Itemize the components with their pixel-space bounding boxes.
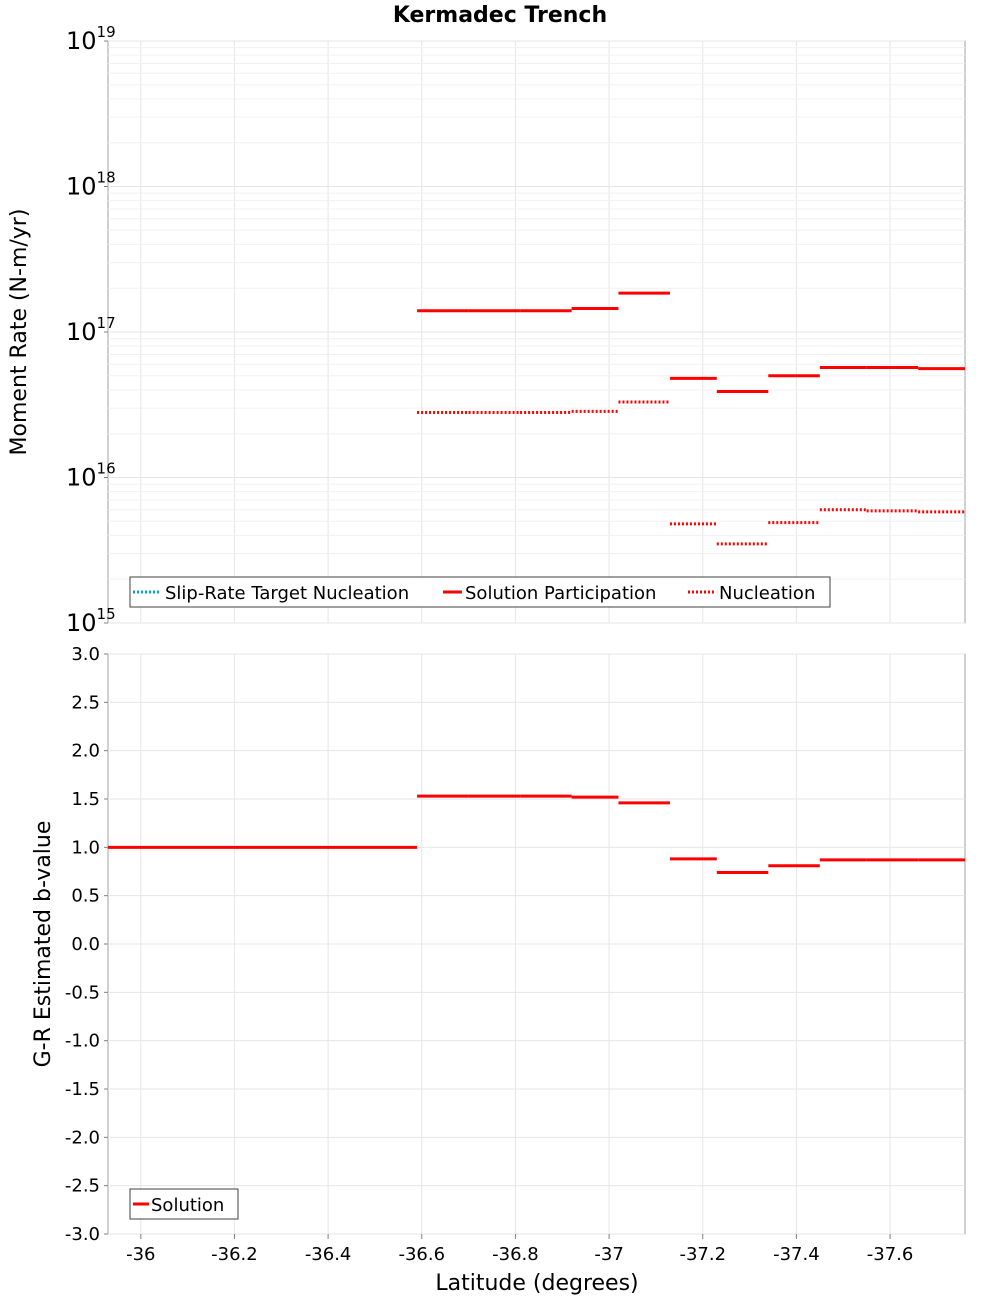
chart-title: Kermadec Trench <box>393 3 607 28</box>
top-y-tick-label: 1017 <box>66 314 116 346</box>
x-tick-label: -36 <box>126 1244 155 1265</box>
bottom-y-axis-label: G-R Estimated b-value <box>31 821 56 1068</box>
bottom-y-tick-label: -0.5 <box>65 982 100 1003</box>
legend-label-nucleation: Nucleation <box>719 583 815 604</box>
bottom-y-tick-label: -2.0 <box>65 1127 100 1148</box>
x-tick-label: -36.2 <box>211 1244 258 1265</box>
x-tick-label: -37 <box>594 1244 623 1265</box>
top-y-axis-label: Moment Rate (N-m/yr) <box>7 209 32 456</box>
bottom-y-tick-label: -2.5 <box>65 1176 100 1197</box>
top-y-ticks: 1015 1016 1017 1018 1019 <box>66 23 116 637</box>
bottom-y-tick-label: -1.5 <box>65 1079 100 1100</box>
top-series <box>417 291 965 546</box>
x-tick-label: -37.2 <box>679 1244 726 1265</box>
bottom-y-ticks: 3.0 2.5 2.0 1.5 1.0 0.5 0.0 -0.5 -1.0 -1.5 -2.0 -2.… <box>65 644 108 1245</box>
x-tick-label: -36.8 <box>492 1244 539 1265</box>
bottom-series <box>108 794 965 874</box>
bottom-y-tick-label: 0.0 <box>71 934 100 955</box>
bottom-y-tick-label: 3.0 <box>71 644 100 665</box>
top-y-tick-label: 1016 <box>66 460 116 492</box>
x-tick-label: -37.6 <box>867 1244 914 1265</box>
bottom-legend: Solution <box>129 1188 239 1220</box>
legend-label-solution: Solution <box>151 1195 224 1216</box>
bottom-y-tick-label: 2.0 <box>71 741 100 762</box>
bottom-grid <box>108 653 965 1235</box>
legend-label-slip-rate: Slip-Rate Target Nucleation <box>165 583 409 604</box>
top-y-tick-label: 1018 <box>66 169 116 201</box>
top-y-tick-label: 1015 <box>66 605 116 637</box>
x-tick-label: -36.4 <box>305 1244 352 1265</box>
bottom-y-tick-label: 2.5 <box>71 692 100 713</box>
bottom-y-tick-label: 1.0 <box>71 837 100 858</box>
bottom-y-tick-label: 0.5 <box>71 886 100 907</box>
bottom-y-tick-label: -1.0 <box>65 1031 100 1052</box>
x-axis-label: Latitude (degrees) <box>435 1271 638 1296</box>
top-legend: Slip-Rate Target Nucleation Solution Par… <box>129 576 831 608</box>
top-y-tick-label: 1019 <box>66 23 116 55</box>
x-tick-label: -37.4 <box>773 1244 820 1265</box>
x-tick-label: -36.6 <box>398 1244 445 1265</box>
bottom-y-tick-label: -3.0 <box>65 1224 100 1245</box>
x-ticks: -36 -36.2 -36.4 -36.6 -36.8 -37 -37.2 -37.4 -37.… <box>126 1234 913 1265</box>
legend-label-solution-participation: Solution Participation <box>465 583 656 604</box>
bottom-y-tick-label: 1.5 <box>71 789 100 810</box>
